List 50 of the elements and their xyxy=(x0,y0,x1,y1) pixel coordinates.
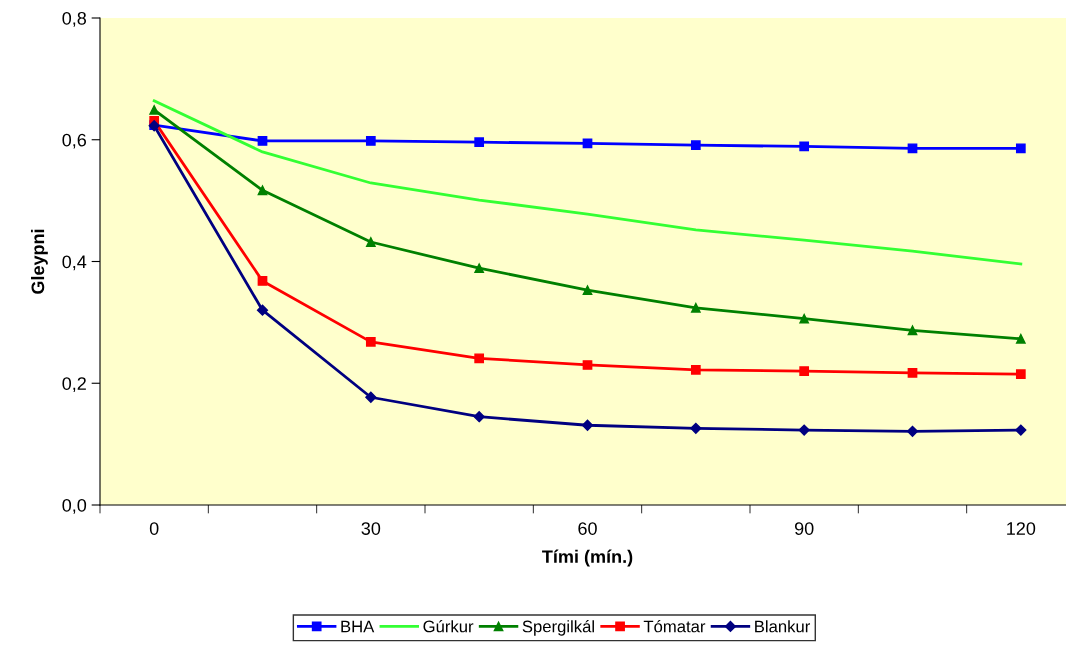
y-tick-label: 0,4 xyxy=(62,255,87,271)
point xyxy=(474,137,485,148)
point xyxy=(474,353,485,364)
point xyxy=(799,141,810,152)
point xyxy=(1015,333,1026,344)
point xyxy=(365,391,377,403)
point xyxy=(798,424,810,436)
point xyxy=(1015,143,1026,154)
y-axis-title: Gleypni xyxy=(30,229,48,294)
point xyxy=(473,411,485,423)
x-tick-label: 0 xyxy=(149,522,159,535)
legend-label: Blankur xyxy=(755,620,811,633)
point xyxy=(582,285,593,295)
point xyxy=(257,276,268,286)
y-tick-label: 0,0 xyxy=(62,498,87,514)
point xyxy=(1015,369,1026,379)
point xyxy=(365,336,376,347)
point xyxy=(690,422,702,434)
y-tick-label: 0,8 xyxy=(62,11,87,27)
point xyxy=(474,263,485,274)
x-tick-label: 120 xyxy=(1007,522,1036,535)
point xyxy=(690,140,701,151)
point xyxy=(365,237,376,247)
legend-label: Spergilkál xyxy=(522,619,594,636)
y-tick-label: 0,6 xyxy=(62,133,87,149)
point xyxy=(582,360,593,370)
legend-label: BHA xyxy=(341,620,375,633)
line-series xyxy=(152,99,1023,266)
point xyxy=(799,366,810,376)
x-tick-label: 90 xyxy=(794,522,814,535)
point xyxy=(257,185,268,196)
legend-label: Tómatar xyxy=(643,619,706,633)
point xyxy=(690,364,701,375)
point xyxy=(149,105,160,115)
point xyxy=(690,302,701,313)
point xyxy=(581,419,594,431)
point xyxy=(256,304,269,316)
point xyxy=(906,425,919,437)
point xyxy=(907,368,918,378)
point xyxy=(799,313,810,324)
x-axis-title: Tími (mín.) xyxy=(542,549,633,567)
y-tick-label: 0,2 xyxy=(62,377,86,393)
point xyxy=(907,325,918,336)
x-tick-label: 60 xyxy=(578,522,597,535)
point xyxy=(365,136,376,146)
point xyxy=(257,136,268,146)
point xyxy=(1015,424,1027,436)
x-tick-label: 30 xyxy=(361,522,381,535)
point xyxy=(907,143,918,154)
legend-label: Gúrkur xyxy=(423,619,474,633)
